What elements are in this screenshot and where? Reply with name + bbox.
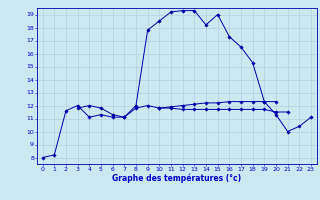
X-axis label: Graphe des températures (°c): Graphe des températures (°c) [112, 174, 241, 183]
